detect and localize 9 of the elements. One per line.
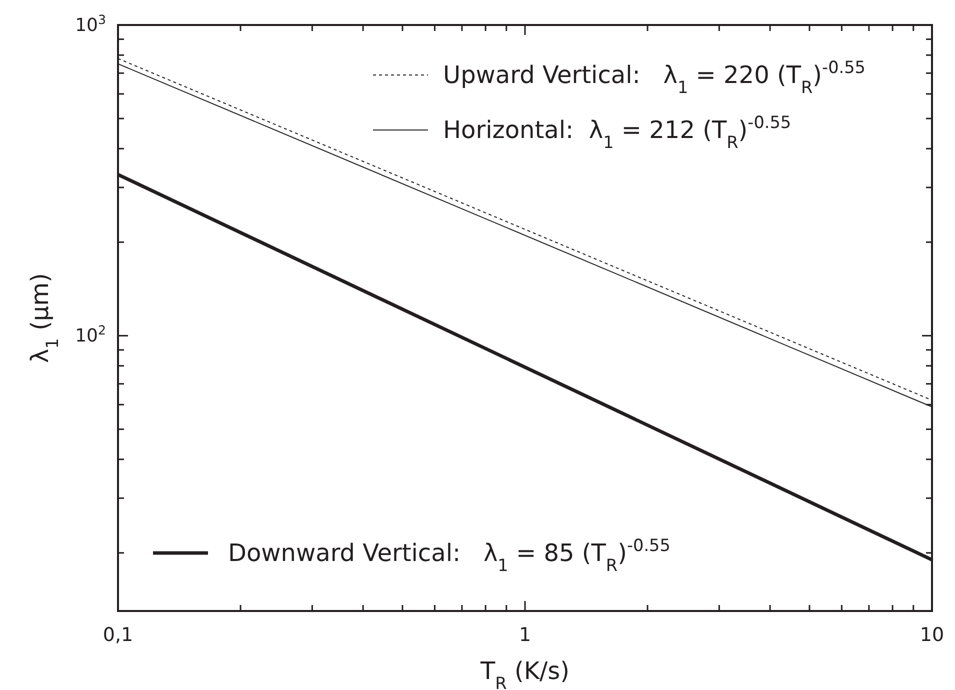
x-tick-label: 1 xyxy=(518,624,532,646)
legend-label: Horizontal: λ$_{1}$ = 212 (T$_{R}$)$^{-0.55}$ xyxy=(443,112,792,152)
y-tick-label: 10$^{3}$ xyxy=(75,12,106,36)
legend-label: Upward Vertical: λ$_{1}$ = 220 (T$_{R}$)$^{-0.55}$ xyxy=(443,57,866,97)
legend-label: Downward Vertical: λ$_{1}$ = 85 (T$_{R}$)$^{-0.55}$ xyxy=(228,535,670,575)
y-tick-label: 10$^{2}$ xyxy=(75,322,106,347)
x-axis-title: T$_{R}$ (K/s) xyxy=(479,657,570,690)
x-tick-label: 0,1 xyxy=(102,624,134,646)
x-tick-label: 10 xyxy=(920,624,944,646)
